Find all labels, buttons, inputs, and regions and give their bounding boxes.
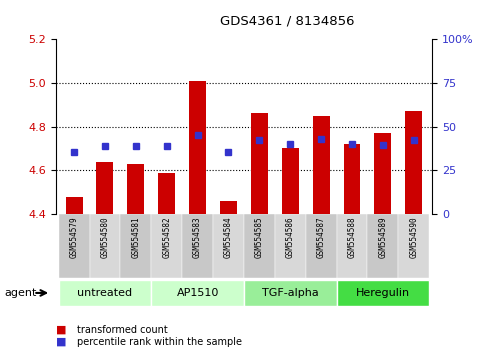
Bar <box>213 214 244 278</box>
Text: agent: agent <box>5 288 37 298</box>
Text: GSM554583: GSM554583 <box>193 216 202 258</box>
Bar <box>120 214 151 278</box>
Text: GSM554584: GSM554584 <box>224 216 233 258</box>
Bar <box>89 214 120 278</box>
Text: GDS4361 / 8134856: GDS4361 / 8134856 <box>220 14 354 27</box>
Text: percentile rank within the sample: percentile rank within the sample <box>77 337 242 347</box>
Text: GSM554587: GSM554587 <box>317 216 326 258</box>
Text: transformed count: transformed count <box>77 325 168 335</box>
Text: GSM554585: GSM554585 <box>255 216 264 258</box>
Bar <box>313 116 329 214</box>
Text: GSM554582: GSM554582 <box>162 216 171 258</box>
Bar <box>189 81 206 214</box>
Bar <box>244 214 275 278</box>
Text: TGF-alpha: TGF-alpha <box>262 288 319 298</box>
Bar <box>58 214 89 278</box>
Bar <box>374 133 391 214</box>
Text: AP1510: AP1510 <box>176 288 219 298</box>
Bar <box>343 144 360 214</box>
Bar <box>158 172 175 214</box>
Bar <box>151 214 182 278</box>
Text: GSM554579: GSM554579 <box>70 216 79 258</box>
Bar <box>398 214 429 278</box>
Text: ■: ■ <box>56 337 66 347</box>
Bar <box>337 214 368 278</box>
Bar <box>220 201 237 214</box>
Bar <box>128 164 144 214</box>
Bar <box>337 280 429 306</box>
Text: Heregulin: Heregulin <box>356 288 410 298</box>
Text: GSM554588: GSM554588 <box>347 216 356 258</box>
Bar <box>275 214 306 278</box>
Text: untreated: untreated <box>77 288 132 298</box>
Bar <box>97 162 114 214</box>
Bar <box>405 111 422 214</box>
Bar <box>151 280 244 306</box>
Bar <box>306 214 337 278</box>
Text: GSM554580: GSM554580 <box>100 216 110 258</box>
Text: ■: ■ <box>56 325 66 335</box>
Text: GSM554590: GSM554590 <box>409 216 418 258</box>
Bar <box>244 280 337 306</box>
Bar <box>182 214 213 278</box>
Bar <box>66 196 83 214</box>
Bar <box>282 148 298 214</box>
Text: GSM554586: GSM554586 <box>286 216 295 258</box>
Bar <box>368 214 398 278</box>
Bar <box>58 280 151 306</box>
Text: GSM554589: GSM554589 <box>378 216 387 258</box>
Text: GSM554581: GSM554581 <box>131 216 141 258</box>
Bar <box>251 113 268 214</box>
